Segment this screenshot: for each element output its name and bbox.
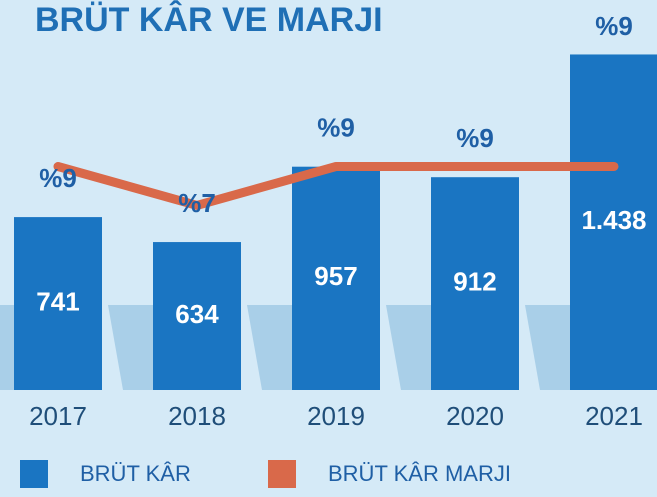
bar-value-label: 741 [36,286,79,316]
bar-value-label: 957 [314,261,357,291]
legend-swatch [268,460,296,488]
legend-label: BRÜT KÂR MARJI [328,461,511,486]
bar [431,177,519,390]
margin-value-label: %9 [595,11,633,41]
bar [153,242,241,390]
legend-label: BRÜT KÂR [80,461,191,486]
bar [570,54,657,390]
margin-line [53,161,619,210]
bar [14,217,102,390]
bar-value-label: 634 [175,299,219,329]
bar [292,166,380,390]
bar-value-label: 912 [453,266,496,296]
x-tick-label: 2019 [307,401,365,431]
x-tick-label: 2021 [585,401,643,431]
bar-value-label: 1.438 [581,205,646,235]
legend-swatch [20,460,48,488]
chart-title: BRÜT KÂR VE MARJI [35,1,383,39]
margin-value-label: %9 [456,123,494,153]
x-tick-label: 2018 [168,401,226,431]
margin-value-label: %9 [317,113,355,143]
x-tick-label: 2017 [29,401,87,431]
x-tick-label: 2020 [446,401,504,431]
margin-value-label: %9 [39,163,77,193]
margin-value-label: %7 [178,188,216,218]
